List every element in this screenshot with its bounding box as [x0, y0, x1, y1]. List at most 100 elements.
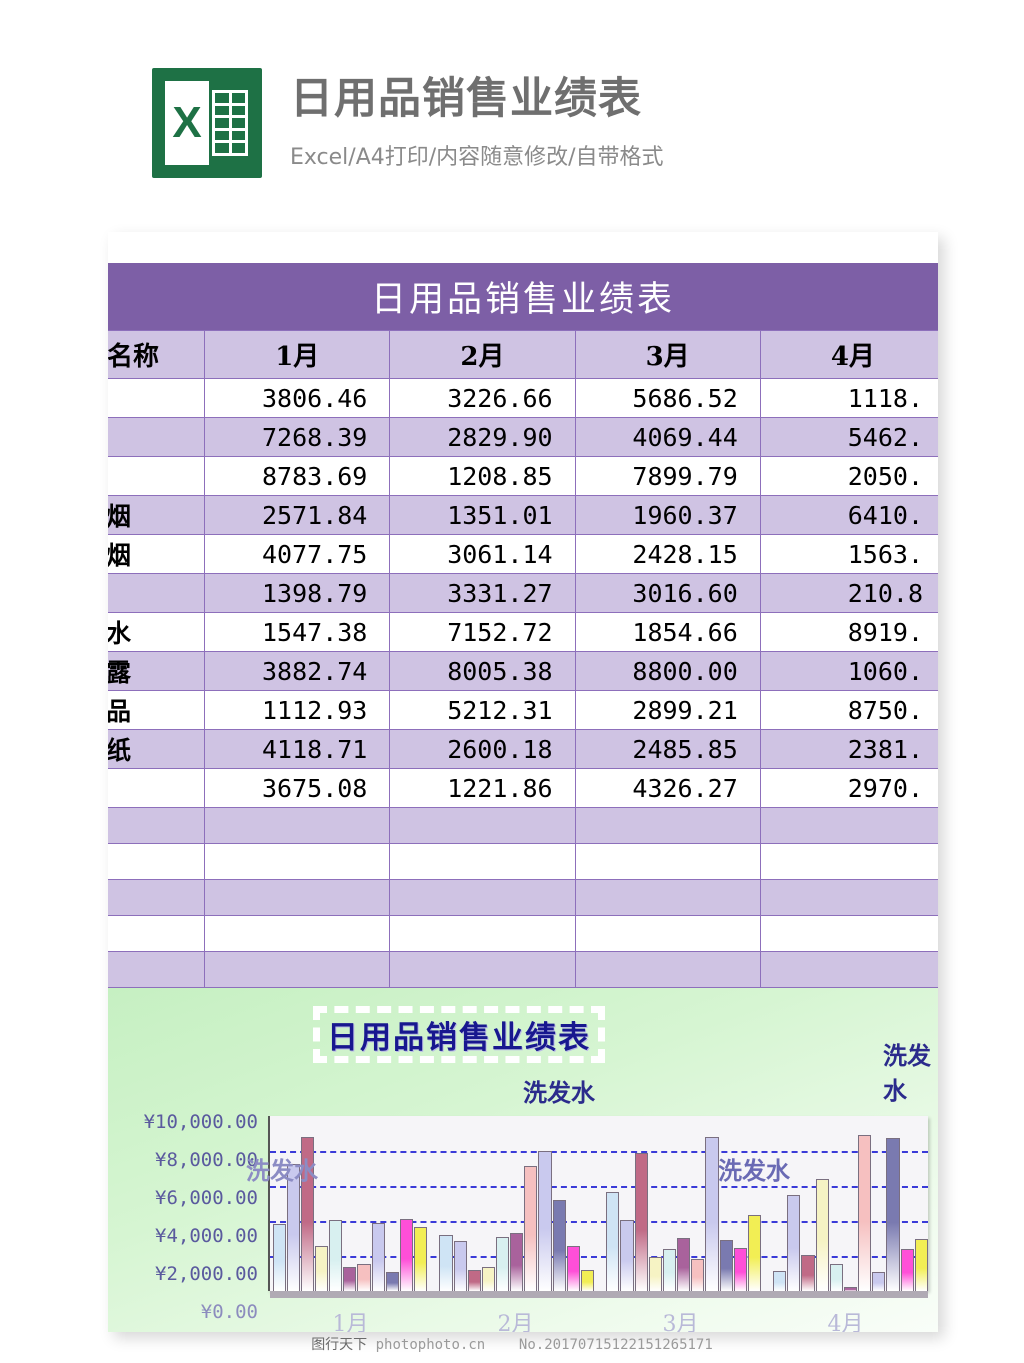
cell-month-4: 1060.	[759, 651, 938, 691]
cell-product-name: 浴露	[108, 651, 206, 691]
cell-product-name: 香烟	[108, 534, 206, 574]
chart-bar	[886, 1137, 900, 1291]
watermark: 图行天下 photophoto.cn No.201707151221512651…	[0, 1334, 1024, 1354]
cell-product-name	[108, 807, 206, 844]
cell-product-name	[108, 843, 206, 880]
chart-bar	[691, 1258, 705, 1291]
cell-month-1: 1547.38	[204, 612, 391, 652]
cell-product-name	[108, 951, 206, 988]
y-tick-label: ¥2,000.00	[155, 1263, 258, 1285]
cell-product-name	[108, 915, 206, 952]
chart-annotation-4: 洗发水	[718, 1156, 790, 1185]
chart-bar	[719, 1240, 733, 1291]
watermark-id: No.20170715122151265171	[518, 1337, 713, 1353]
excel-logo-document	[165, 81, 209, 165]
cell-month-4: 1118.	[759, 378, 938, 418]
cell-month-1: 3675.08	[204, 768, 391, 808]
chart-bar	[314, 1246, 329, 1291]
chart-bar	[858, 1134, 872, 1291]
chart-bar	[606, 1191, 620, 1291]
cell-month-2: 1208.85	[389, 456, 576, 496]
cell-month-3	[574, 843, 761, 880]
cell-product-name: 香烟	[108, 495, 206, 535]
cell-month-2	[389, 843, 576, 880]
y-tick-label: ¥4,000.00	[155, 1225, 258, 1247]
cell-month-4	[759, 879, 938, 916]
table-row	[108, 843, 938, 880]
page-subtitle: Excel/A4打印/内容随意修改/自带格式	[290, 145, 664, 171]
cell-product-name: 酒	[108, 417, 206, 457]
chart-bar	[634, 1152, 648, 1291]
chart-bar	[677, 1238, 691, 1291]
cell-month-1	[204, 915, 391, 952]
cell-month-3: 2899.21	[574, 690, 761, 730]
chart-bar	[829, 1263, 843, 1291]
chart-bar	[815, 1178, 829, 1291]
chart-title: 日用品销售业绩表	[327, 1020, 591, 1056]
cell-month-1: 3882.74	[204, 651, 391, 691]
cell-month-2	[389, 915, 576, 952]
cell-month-1: 2571.84	[204, 495, 391, 535]
column-header-jan: 1月	[204, 330, 391, 379]
chart-bar	[496, 1237, 510, 1291]
chart-bar	[801, 1255, 815, 1291]
chart-annotation-1: 洗发水	[523, 1078, 595, 1107]
chart-bar	[747, 1215, 761, 1291]
column-header-feb: 2月	[389, 330, 576, 379]
cell-month-3: 3016.60	[574, 573, 761, 613]
cell-month-1: 3806.46	[204, 378, 391, 418]
cell-month-1	[204, 879, 391, 916]
brand-text-block: 日用品销售业绩表 Excel/A4打印/内容随意修改/自带格式	[290, 68, 664, 171]
table-body: 酒3806.463226.665686.521118.酒7268.392829.…	[108, 378, 938, 988]
cell-month-2: 2600.18	[389, 729, 576, 769]
cell-product-name: 皂	[108, 768, 206, 808]
sales-table: 品名称 1月 2月 3月 4月 酒3806.463226.665686.5211…	[108, 330, 938, 988]
cell-month-4: 6410.	[759, 495, 938, 535]
cell-month-3	[574, 807, 761, 844]
chart-bar	[773, 1271, 787, 1291]
chart-bar	[399, 1218, 414, 1291]
cell-product-name: 肤品	[108, 690, 206, 730]
chart-bar	[552, 1199, 566, 1291]
cell-month-4: 8919.	[759, 612, 938, 652]
table-row	[108, 807, 938, 844]
spreadsheet-preview: 日用品销售业绩表 品名称 1月 2月 3月 4月 酒3806.463226.66…	[108, 263, 938, 1332]
excel-logo-grid	[212, 90, 248, 156]
chart-bar	[453, 1241, 467, 1291]
y-tick-label: ¥8,000.00	[155, 1149, 258, 1171]
cell-month-4: 1563.	[759, 534, 938, 574]
chart-bar	[300, 1137, 314, 1291]
chart-bar	[414, 1226, 428, 1291]
cell-month-1	[204, 843, 391, 880]
y-tick-label: ¥6,000.00	[155, 1187, 258, 1209]
cell-month-3: 4326.27	[574, 768, 761, 808]
chart-plot-area	[268, 1116, 928, 1298]
cell-month-2: 3061.14	[389, 534, 576, 574]
cell-month-3: 1960.37	[574, 495, 761, 535]
chart-bar	[481, 1267, 495, 1291]
chart-panel: 日用品销售业绩表 ¥10,000.00 ¥8,000.00 ¥6,000.00 ¥4,…	[108, 988, 938, 1332]
cell-month-3: 5686.52	[574, 378, 761, 418]
table-row	[108, 951, 938, 988]
cell-month-4	[759, 843, 938, 880]
cell-month-2: 3331.27	[389, 573, 576, 613]
cell-month-4: 2050.	[759, 456, 938, 496]
y-tick-label: ¥10,000.00	[143, 1111, 258, 1133]
chart-title-frame: 日用品销售业绩表	[313, 1006, 605, 1063]
table-header-row: 品名称 1月 2月 3月 4月	[108, 330, 938, 379]
cell-month-3: 8800.00	[574, 651, 761, 691]
chart-bar	[272, 1224, 286, 1291]
cell-product-name: 酒	[108, 456, 206, 496]
cell-month-2: 7152.72	[389, 612, 576, 652]
cell-month-4	[759, 915, 938, 952]
chart-bar	[900, 1249, 914, 1291]
cell-month-1: 4118.71	[204, 729, 391, 769]
